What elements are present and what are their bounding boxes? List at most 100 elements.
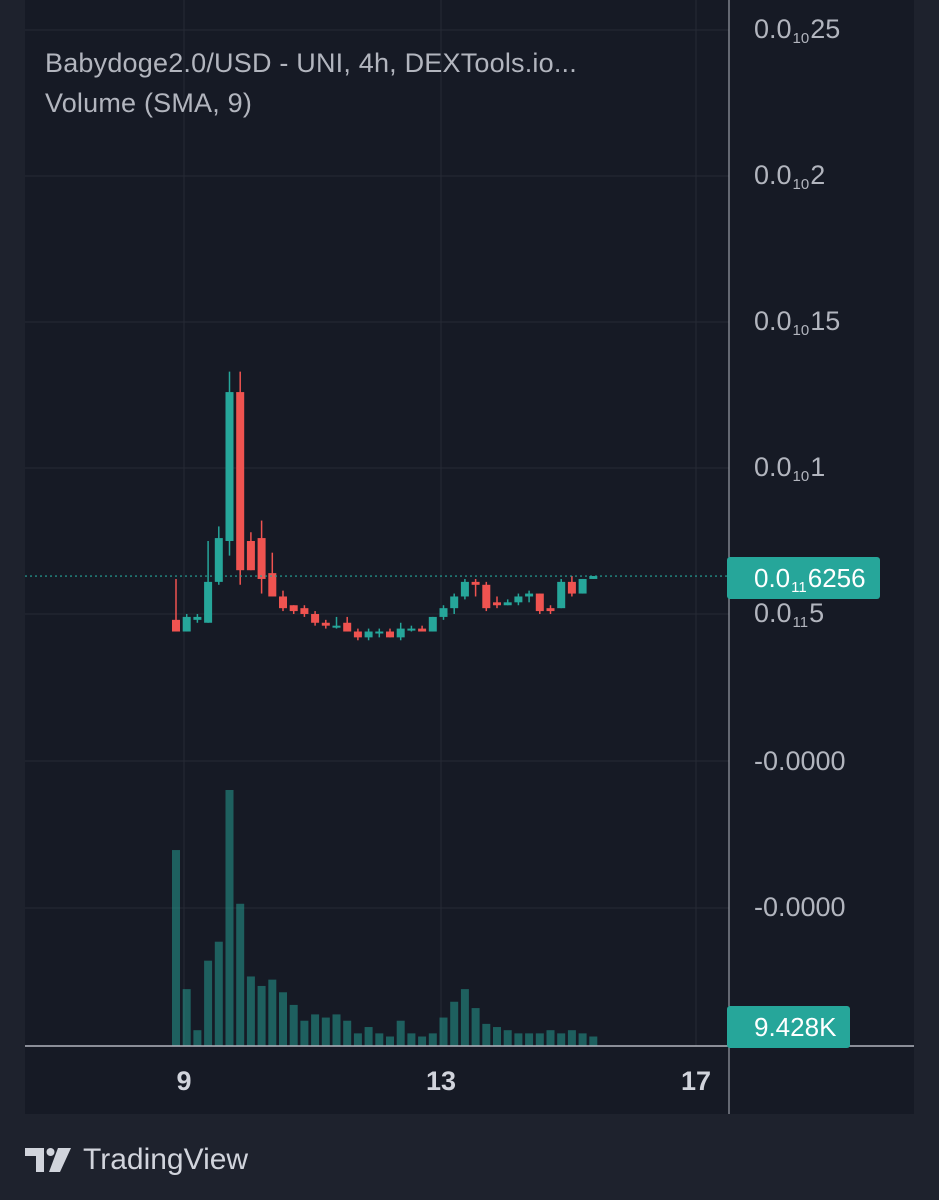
candle-body [450, 596, 459, 609]
candlestick-series [172, 371, 598, 641]
volume-bar [375, 1033, 384, 1046]
candle-body [204, 581, 213, 623]
volume-bar [204, 960, 213, 1046]
volume-bar [172, 850, 180, 1046]
volume-bar [428, 1033, 437, 1046]
candle-body [172, 619, 180, 632]
candle-body [525, 593, 534, 597]
volume-bar [386, 1036, 394, 1046]
volume-bar [321, 1017, 330, 1046]
volume-bar [482, 1023, 491, 1046]
volume-bar [289, 1004, 298, 1046]
candle-body [236, 392, 245, 571]
candle-body [182, 616, 191, 632]
candle-body [407, 628, 416, 631]
legend-volume-indicator[interactable]: Volume (SMA, 9) [45, 88, 253, 118]
candle-body [257, 538, 266, 579]
volume-bar [493, 1027, 501, 1046]
volume-axis-label: -0.0000 [754, 746, 846, 776]
candle-body [557, 581, 566, 609]
volume-bar [396, 1020, 405, 1046]
volume-bar [407, 1033, 416, 1046]
candle-body [482, 584, 491, 609]
volume-bar [567, 1030, 576, 1046]
volume-bar [246, 976, 255, 1046]
candle-body [311, 614, 320, 623]
volume-bar [546, 1030, 555, 1046]
price-axis-label: 0.0102 [754, 160, 826, 193]
time-axis-label: 13 [425, 1066, 457, 1096]
price-axis-label: 0.01025 [754, 14, 841, 47]
candle-body [460, 581, 469, 597]
current-volume-tag: 9.428K [727, 1006, 851, 1048]
candle-body [546, 608, 555, 612]
candle-body [364, 631, 373, 638]
volume-bar [450, 1001, 459, 1046]
volume-bar [236, 903, 245, 1046]
volume-bar [182, 989, 191, 1046]
candle-body [503, 602, 512, 606]
volume-bar [460, 989, 469, 1046]
time-axis-label: 17 [680, 1066, 712, 1096]
time-axis-label: 9 [176, 1066, 192, 1096]
chart-canvas[interactable] [25, 0, 914, 1114]
volume-axis-label: -0.0000 [754, 892, 846, 922]
volume-bars [172, 790, 598, 1046]
candle-body [246, 541, 255, 571]
volume-bar [525, 1033, 534, 1046]
volume-bar [214, 941, 223, 1046]
price-axis-label: 0.01015 [754, 306, 841, 339]
volume-bar [589, 1036, 598, 1046]
brand-name: TradingView [83, 1143, 249, 1176]
candle-body [332, 625, 341, 628]
volume-bar [471, 1008, 480, 1046]
candle-body [375, 631, 384, 634]
price-axis-label: 0.0115 [754, 598, 825, 631]
price-axis-label: 0.0101 [754, 452, 826, 485]
volume-bar [343, 1020, 352, 1046]
tradingview-brand[interactable]: TradingView [25, 1140, 248, 1180]
volume-bar [503, 1030, 512, 1046]
legend-title[interactable]: Babydoge2.0/USD - UNI, 4h, DEXTools.io..… [45, 48, 577, 78]
candle-body [193, 616, 202, 620]
tradingview-logo-icon [25, 1148, 71, 1172]
volume-bar [514, 1033, 523, 1046]
volume-bar [257, 985, 266, 1046]
volume-bar [225, 790, 234, 1046]
volume-bar [193, 1030, 202, 1046]
candle-body [289, 605, 298, 612]
chart-grid [25, 0, 729, 1046]
volume-bar [300, 1020, 309, 1046]
candle-body [279, 596, 287, 609]
candle-body [578, 578, 587, 594]
volume-bar [268, 979, 277, 1046]
candle-body [567, 581, 576, 594]
candle-body [300, 608, 309, 614]
candle-body [353, 631, 362, 638]
volume-bar [311, 1014, 320, 1046]
candle-body [214, 538, 223, 582]
candle-body [471, 581, 480, 585]
volume-bar [418, 1036, 427, 1046]
chart-panel[interactable]: Babydoge2.0/USD - UNI, 4h, DEXTools.io..… [25, 0, 914, 1114]
volume-bar [439, 1017, 448, 1046]
candle-body [418, 628, 427, 632]
candle-body [428, 616, 437, 632]
current-price-tag: 0.0116256 [727, 557, 880, 599]
candle-body [321, 622, 330, 626]
volume-bar [557, 1033, 566, 1046]
candle-body [589, 576, 598, 579]
candle-body [396, 628, 405, 638]
candle-body [493, 602, 501, 606]
candle-body [439, 608, 448, 617]
candle-body [268, 573, 277, 597]
volume-bar [279, 992, 287, 1046]
candle-body [535, 593, 544, 612]
volume-bar [578, 1033, 587, 1046]
candle-body [386, 631, 394, 638]
volume-bar [332, 1014, 341, 1046]
volume-bar [364, 1027, 373, 1046]
candle-body [343, 622, 352, 632]
candle-body [514, 596, 523, 603]
volume-bar [535, 1033, 544, 1046]
